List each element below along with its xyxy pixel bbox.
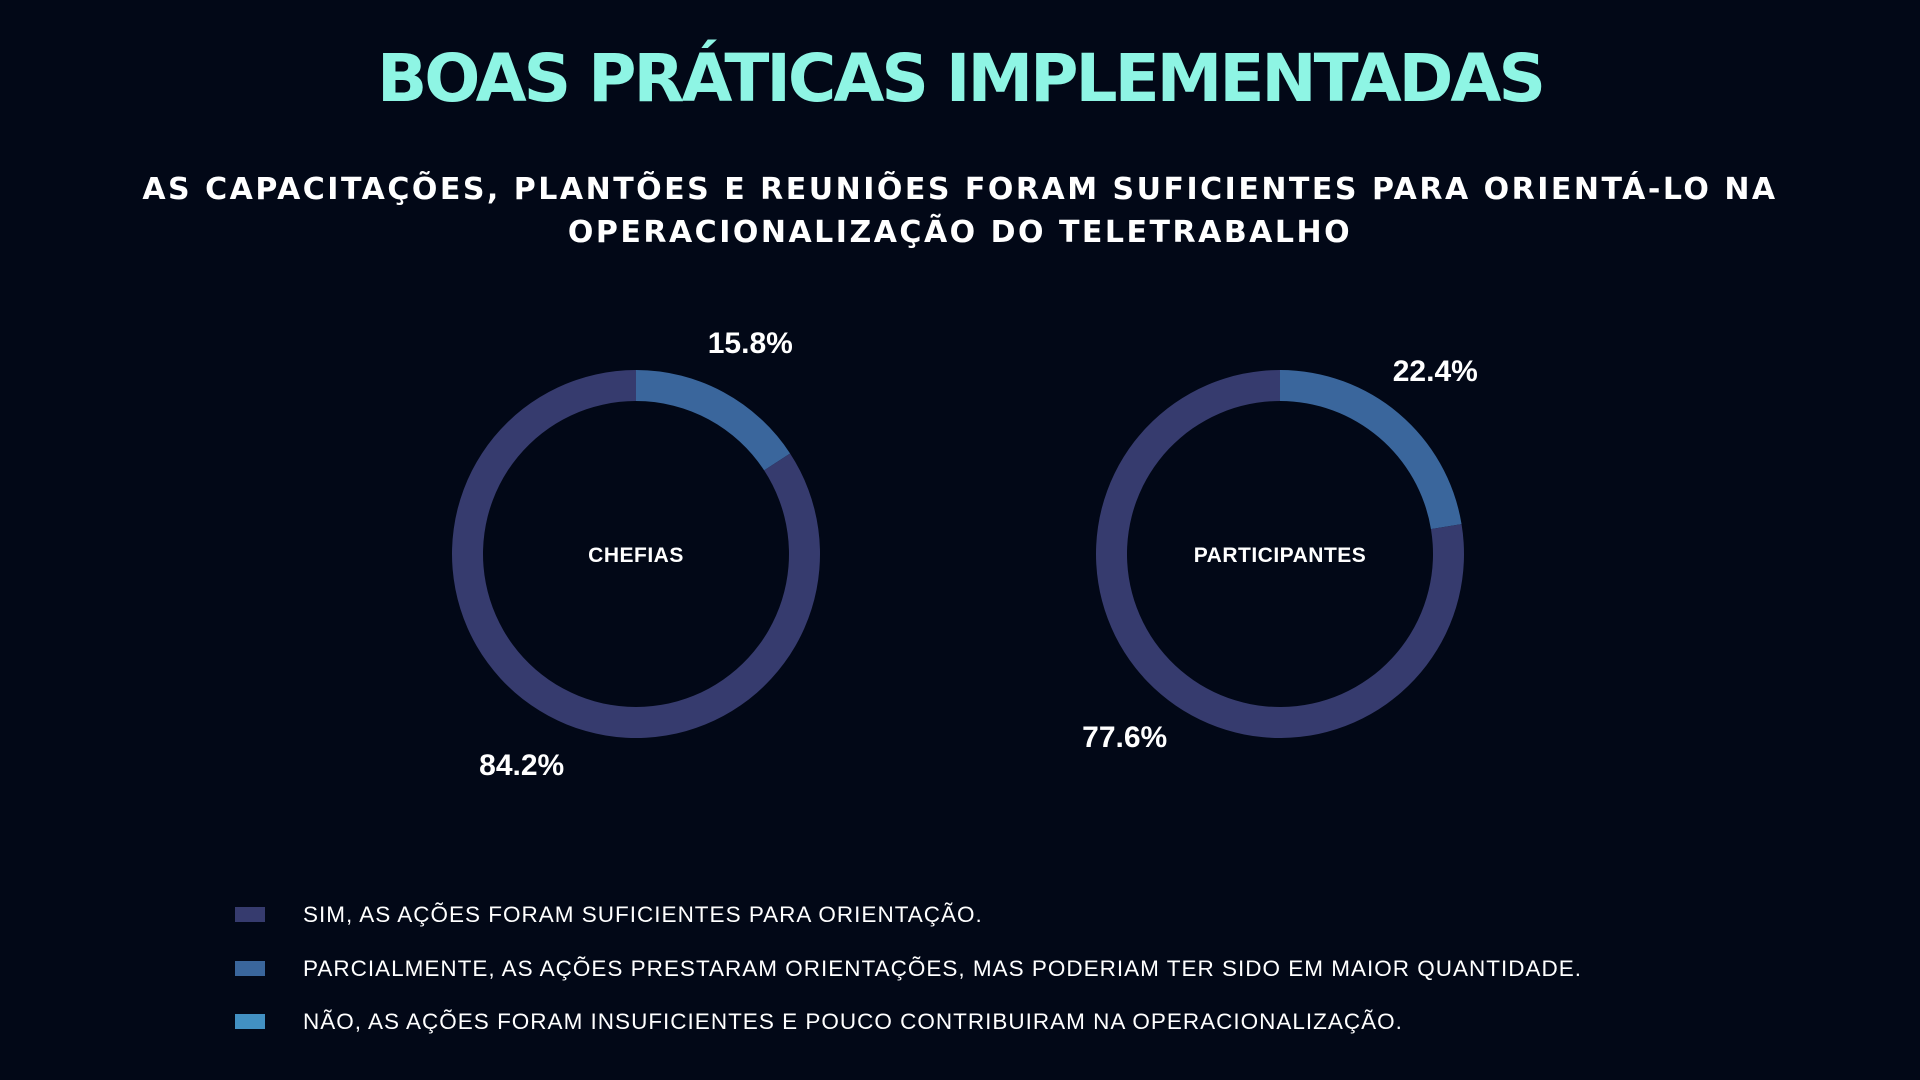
slice-participantes-1 [1280,370,1462,530]
slice-label-participantes-1: 22.4% [1393,355,1478,388]
legend-item-sim: SIM, AS AÇÕES FORAM SUFICIENTES PARA ORI… [235,895,1582,949]
center-label-chefias: CHEFIAS [588,544,684,567]
legend-label-nao: NÃO, AS AÇÕES FORAM INSUFICIENTES E POUC… [303,1009,1403,1034]
donut-chefias: 15.8% 84.2% CHEFIAS [451,327,820,782]
chart-subtitle: AS CAPACITAÇÕES, PLANTÕES E REUNIÕES FOR… [142,172,1778,250]
donut-participantes: 22.4% 77.6% PARTICIPANTES [1082,355,1478,754]
legend-swatch-sim [235,907,265,922]
legend-label-parcialmente: PARCIALMENTE, AS AÇÕES PRESTARAM ORIENTA… [303,955,1583,981]
legend-swatch-nao [235,1014,265,1029]
page-title: BOAS PRÁTICAS IMPLEMENTADAS [376,40,1546,117]
slice-label-chefias-1: 15.8% [708,327,793,360]
legend: SIM, AS AÇÕES FORAM SUFICIENTES PARA ORI… [235,895,1582,1056]
slice-label-participantes-0: 77.6% [1082,721,1167,754]
legend-item-parcialmente: PARCIALMENTE, AS AÇÕES PRESTARAM ORIENTA… [235,949,1582,1003]
slice-chefias-1 [636,370,791,471]
slice-label-chefias-0: 84.2% [479,749,564,782]
legend-label-sim: SIM, AS AÇÕES FORAM SUFICIENTES PARA ORI… [303,902,983,927]
legend-swatch-parcialmente [235,960,265,976]
legend-item-nao: NÃO, AS AÇÕES FORAM INSUFICIENTES E POUC… [235,1002,1582,1056]
center-label-participantes: PARTICIPANTES [1194,544,1367,567]
